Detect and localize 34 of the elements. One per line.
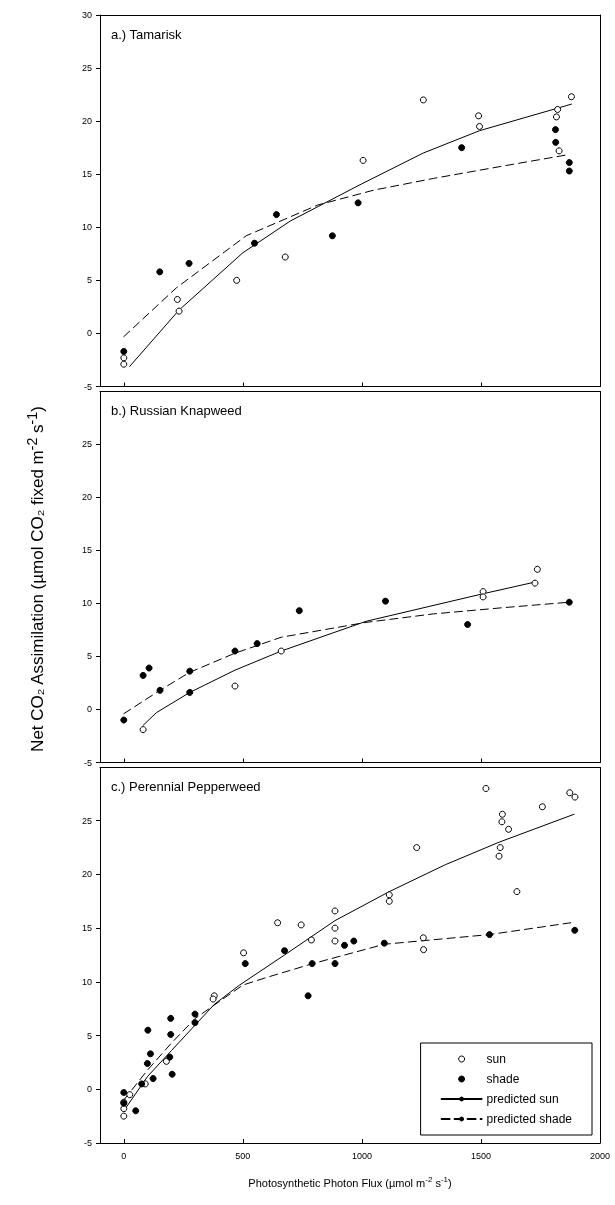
legend-label: predicted shade [486, 1112, 573, 1126]
y-tick-label: 0 [86, 328, 92, 339]
y-tick-label: 15 [81, 923, 92, 934]
y-tick-label: 25 [81, 63, 92, 74]
y-tick-label: 30 [81, 10, 92, 20]
text: b.) Russian Knapweed [111, 403, 242, 418]
y-tick-label: -5 [83, 1138, 92, 1148]
legend-label: shade [486, 1072, 520, 1086]
y-tick-label: 15 [81, 545, 92, 556]
y-tick-label: 15 [81, 169, 92, 180]
y-tick-label: 10 [81, 222, 92, 233]
y-tick-label: 20 [81, 116, 92, 127]
x-tick-label: 1000 [351, 1150, 372, 1161]
y-tick-label: 0 [86, 704, 92, 715]
y-tick-label: 5 [86, 275, 92, 286]
y-tick-label: 25 [81, 815, 92, 826]
y-tick-label: -5 [83, 381, 92, 392]
y-tick-label: -5 [83, 757, 92, 768]
text: a.) Tamarisk [111, 27, 183, 42]
x-tick-label: 0 [121, 1150, 127, 1161]
x-tick-label: 2000 [589, 1150, 611, 1161]
legend-label: sun [486, 1052, 506, 1066]
text: c.) Perennial Pepperweed [111, 779, 261, 794]
x-tick-label: 1500 [470, 1150, 491, 1161]
y-tick-label: 5 [86, 1030, 92, 1041]
y-tick-label: 10 [81, 598, 92, 609]
y-tick-label: 20 [81, 492, 92, 503]
y-tick-label: 25 [81, 439, 92, 450]
y-tick-label: 0 [86, 1084, 92, 1095]
y-tick-label: 5 [86, 651, 92, 662]
y-tick-label: 20 [81, 869, 92, 880]
legend-label: predicted sun [486, 1092, 559, 1106]
x-tick-label: 500 [235, 1150, 251, 1161]
y-tick-label: 10 [81, 976, 92, 987]
